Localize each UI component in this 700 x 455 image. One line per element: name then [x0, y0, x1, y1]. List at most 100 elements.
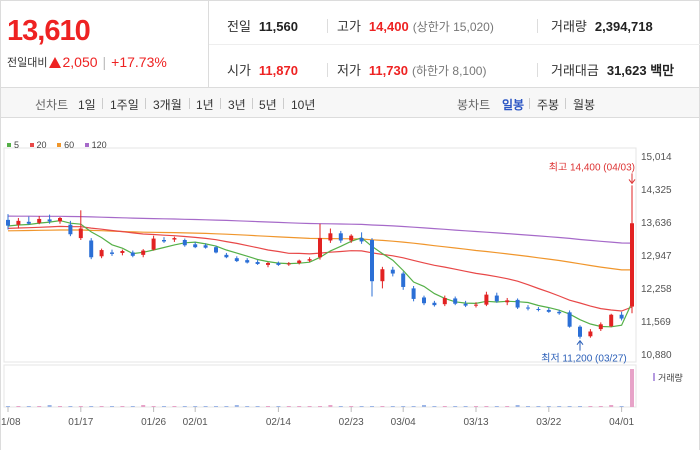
tab-3m[interactable]: 3개월	[153, 98, 182, 112]
volume-bar	[16, 406, 21, 407]
legend-swatch	[29, 143, 34, 147]
volume-plot-frame	[3, 364, 637, 408]
tab-divider	[102, 98, 103, 109]
legend-label: 60	[64, 140, 75, 150]
tab-divider	[529, 98, 530, 109]
candlestick-chart: 15,014 14,325 13,636 12,947 12,258 11,569 10,8…	[0, 147, 683, 428]
volume-bar	[359, 406, 364, 407]
candle-body	[463, 303, 468, 306]
volume-bar	[266, 406, 270, 407]
candle-body	[588, 331, 593, 337]
candle-body	[338, 233, 343, 241]
volume-bar	[307, 406, 312, 407]
candle-body	[16, 220, 21, 225]
volume-bar	[162, 406, 166, 407]
candle-body	[630, 223, 634, 307]
tab-10y[interactable]: 10년	[291, 98, 316, 112]
candle-body	[307, 259, 312, 261]
candle-body	[266, 262, 270, 265]
candle-body	[380, 269, 385, 282]
candle-body	[411, 288, 416, 299]
candle-body	[567, 312, 572, 327]
volume-bar	[349, 406, 354, 407]
candle-body	[245, 260, 250, 263]
tab-daily[interactable]: 일봉	[502, 98, 525, 112]
candle-body	[578, 326, 582, 337]
candle-body	[432, 302, 437, 306]
tab-5y[interactable]: 5년	[259, 98, 277, 112]
open-cell: 시가 11,870	[227, 60, 298, 79]
candle-body	[276, 262, 281, 265]
change-divider: |	[102, 54, 107, 70]
volume-bar	[515, 405, 520, 407]
ma-legend: 5 20 60 120	[7, 140, 115, 150]
legend-swatch	[84, 143, 89, 147]
candle-body	[224, 254, 229, 258]
candle-body	[515, 299, 520, 308]
y-tick-label: 12,947	[641, 251, 672, 262]
change-amount: 2,050	[62, 54, 98, 70]
volume-bar	[474, 406, 478, 407]
candle-body	[318, 238, 322, 258]
tab-divider	[283, 98, 284, 109]
tab-monthly[interactable]: 월봉	[573, 98, 596, 112]
candle-body	[494, 295, 499, 302]
volume-bar	[557, 406, 562, 407]
volume-bar	[68, 406, 73, 407]
y-tick-label: 10,880	[641, 350, 672, 361]
volume-bar	[255, 406, 260, 407]
chart-area: 5 20 60 120 15,014 14,325 13,636 12,947 12,2…	[0, 118, 700, 450]
candle-body	[99, 250, 104, 257]
tab-1d[interactable]: 1일	[78, 98, 96, 112]
volume-bar	[484, 406, 489, 407]
candle-body	[453, 298, 458, 304]
volume-bar	[78, 406, 83, 407]
volume-bar	[172, 406, 177, 407]
tab-3y[interactable]: 3년	[228, 98, 246, 112]
candle-body	[110, 252, 114, 254]
candle-body	[474, 304, 478, 306]
volume-bar	[609, 405, 614, 407]
candle-body	[609, 314, 614, 327]
volume-bar	[37, 406, 42, 407]
y-tick-label: 14,325	[641, 185, 672, 196]
line-chart-label: 선차트	[35, 98, 69, 112]
high-label: 고가	[337, 19, 361, 34]
ma120-line	[7, 215, 633, 244]
candle-body	[234, 258, 239, 262]
tab-1w[interactable]: 1주일	[110, 98, 139, 112]
volume-bar	[286, 406, 291, 407]
candle-body	[141, 250, 146, 255]
legend-label: 120	[91, 140, 107, 150]
candle-body	[484, 294, 489, 305]
tab-1y[interactable]: 1년	[196, 98, 214, 112]
candle-body	[505, 300, 510, 303]
volume-legend-swatch	[653, 373, 655, 381]
x-tick-label: 03/22	[536, 417, 561, 428]
candle-body	[390, 269, 395, 274]
low-annotation: 최저 11,200 (03/27)	[541, 353, 627, 365]
volume-bar	[328, 405, 333, 407]
volume-bar	[203, 406, 208, 407]
candle-body	[120, 251, 125, 253]
amount-cell: 거래대금 31,623 백만	[551, 60, 674, 79]
candle-body	[162, 240, 166, 242]
prev-close-label: 전일	[227, 19, 251, 34]
candle-body	[619, 314, 624, 319]
candle-body	[546, 309, 551, 312]
legend-swatch	[7, 143, 11, 147]
volume-bar	[536, 406, 541, 407]
volume-bar	[546, 406, 551, 407]
candle-body	[214, 247, 218, 253]
tab-weekly[interactable]: 주봉	[537, 98, 560, 112]
volume-bar	[214, 406, 218, 407]
volume-bar	[453, 406, 458, 407]
x-tick-label: 02/23	[339, 417, 364, 428]
change-percent: +17.73%	[111, 54, 167, 70]
x-tick-label: 04/01	[609, 417, 634, 428]
lower-limit-value: (하한가 8,100)	[411, 64, 487, 78]
legend-ma5: 5	[7, 140, 19, 150]
volume-bar	[224, 406, 229, 407]
high-value: 14,400	[368, 19, 409, 34]
